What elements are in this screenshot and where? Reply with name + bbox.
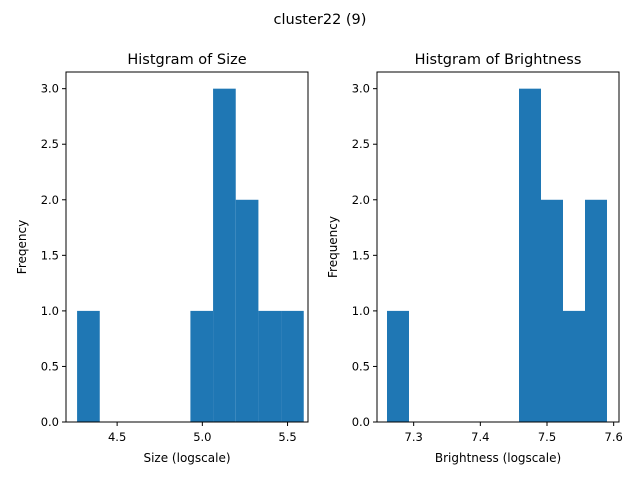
brightness-x-tick-label: 7.6 bbox=[605, 430, 623, 444]
brightness-histogram-bar bbox=[541, 199, 563, 422]
brightness-y-tick-label: 0.0 bbox=[352, 415, 370, 429]
size-y-axis-label: Freqency bbox=[15, 220, 29, 274]
size-x-tick-label: 5.5 bbox=[278, 430, 296, 444]
size-histogram-axes-frame bbox=[65, 71, 309, 423]
brightness-histogram-bar bbox=[563, 310, 585, 422]
size-histogram-bar bbox=[235, 199, 259, 422]
size-y-tick-label: 0.0 bbox=[41, 415, 59, 429]
size-histogram-title: Histgram of Size bbox=[127, 52, 246, 68]
brightness-y-ticks: 0.0 0.5 1.0 1.5 2.0 2.5 3.0 bbox=[352, 82, 377, 429]
brightness-x-axis-label: Brightness (logscale) bbox=[435, 451, 561, 465]
size-histogram-bar bbox=[77, 310, 100, 422]
size-histogram-bar bbox=[213, 88, 236, 423]
brightness-histogram-bar bbox=[387, 310, 409, 422]
size-y-tick-label: 0.5 bbox=[41, 359, 59, 373]
size-x-tick-label: 4.5 bbox=[108, 430, 126, 444]
size-y-tick-label: 2.0 bbox=[41, 193, 59, 207]
brightness-y-tick-label: 2.5 bbox=[352, 137, 370, 151]
size-y-tick-label: 1.0 bbox=[41, 304, 59, 318]
size-x-ticks: 4.5 5.0 5.5 bbox=[108, 422, 297, 444]
brightness-y-tick-label: 1.0 bbox=[352, 304, 370, 318]
brightness-histogram-bar bbox=[519, 88, 541, 423]
brightness-x-tick-label: 7.4 bbox=[471, 430, 489, 444]
size-histogram-panel: Histgram of Size 4.5 5.0 5.5 0.0 0.5 1.0 1.5 2… bbox=[15, 52, 309, 465]
size-x-tick-label: 5.0 bbox=[193, 430, 211, 444]
brightness-x-tick-label: 7.3 bbox=[405, 430, 423, 444]
size-histogram-bar bbox=[281, 310, 304, 422]
brightness-y-tick-label: 0.5 bbox=[352, 359, 370, 373]
brightness-y-tick-label: 1.5 bbox=[352, 248, 370, 262]
brightness-x-tick-label: 7.5 bbox=[538, 430, 556, 444]
size-histogram-bar bbox=[258, 310, 282, 422]
brightness-y-axis-label: Frequency bbox=[326, 216, 340, 278]
size-x-axis-label: Size (logscale) bbox=[143, 451, 230, 465]
figure-suptitle: cluster22 (9) bbox=[274, 12, 367, 28]
brightness-histogram-bars bbox=[387, 88, 607, 423]
brightness-x-ticks: 7.3 7.4 7.5 7.6 bbox=[405, 422, 623, 444]
brightness-histogram-bar bbox=[585, 199, 607, 422]
size-y-tick-label: 1.5 bbox=[41, 248, 59, 262]
size-histogram-bar bbox=[190, 310, 214, 422]
brightness-histogram-title: Histgram of Brightness bbox=[415, 52, 582, 68]
brightness-histogram-axes-frame bbox=[376, 71, 620, 423]
size-y-tick-label: 3.0 bbox=[41, 82, 59, 96]
brightness-y-tick-label: 3.0 bbox=[352, 82, 370, 96]
size-y-ticks: 0.0 0.5 1.0 1.5 2.0 2.5 3.0 bbox=[41, 82, 66, 429]
size-histogram-bars bbox=[77, 88, 304, 423]
brightness-histogram-panel: Histgram of Brightness 7.3 7.4 7.5 7.6 0.00… bbox=[326, 52, 623, 465]
size-y-tick-label: 2.5 bbox=[41, 137, 59, 151]
brightness-y-tick-label: 2.0 bbox=[352, 193, 370, 207]
